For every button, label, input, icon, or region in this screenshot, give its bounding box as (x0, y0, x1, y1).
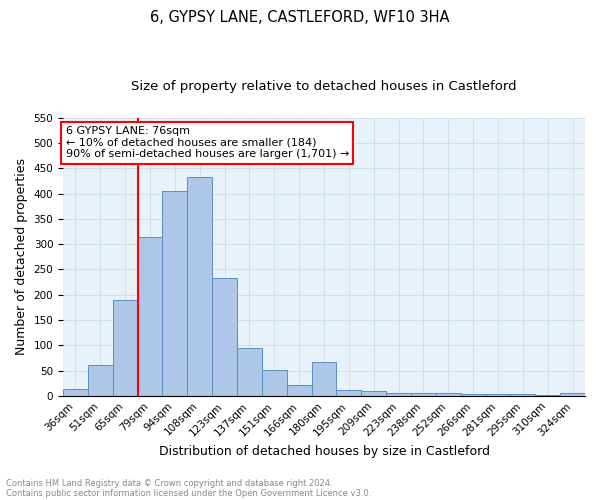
Text: Contains HM Land Registry data © Crown copyright and database right 2024.: Contains HM Land Registry data © Crown c… (6, 478, 332, 488)
Bar (237, 348, 262, 396)
X-axis label: Distribution of detached houses by size in Castleford: Distribution of detached houses by size … (158, 444, 490, 458)
Bar (461, 394, 485, 396)
Text: 6, GYPSY LANE, CASTLEFORD, WF10 3HA: 6, GYPSY LANE, CASTLEFORD, WF10 3HA (150, 10, 450, 25)
Bar (436, 394, 461, 396)
Bar (113, 300, 137, 396)
Bar (485, 394, 511, 396)
Bar (212, 278, 237, 396)
Bar (311, 362, 337, 396)
Bar (511, 394, 535, 396)
Text: Contains public sector information licensed under the Open Government Licence v3: Contains public sector information licen… (6, 488, 371, 498)
Bar (337, 390, 361, 396)
Bar (63, 390, 88, 396)
Bar (88, 365, 113, 396)
Bar (187, 178, 212, 396)
Title: Size of property relative to detached houses in Castleford: Size of property relative to detached ho… (131, 80, 517, 93)
Bar (361, 391, 386, 396)
Bar (163, 190, 187, 396)
Bar (386, 393, 411, 396)
Text: 6 GYPSY LANE: 76sqm
← 10% of detached houses are smaller (184)
90% of semi-detac: 6 GYPSY LANE: 76sqm ← 10% of detached ho… (65, 126, 349, 160)
Bar (137, 236, 163, 396)
Bar (287, 385, 311, 396)
Bar (560, 394, 585, 396)
Bar (262, 370, 287, 396)
Y-axis label: Number of detached properties: Number of detached properties (15, 158, 28, 356)
Bar (411, 394, 436, 396)
